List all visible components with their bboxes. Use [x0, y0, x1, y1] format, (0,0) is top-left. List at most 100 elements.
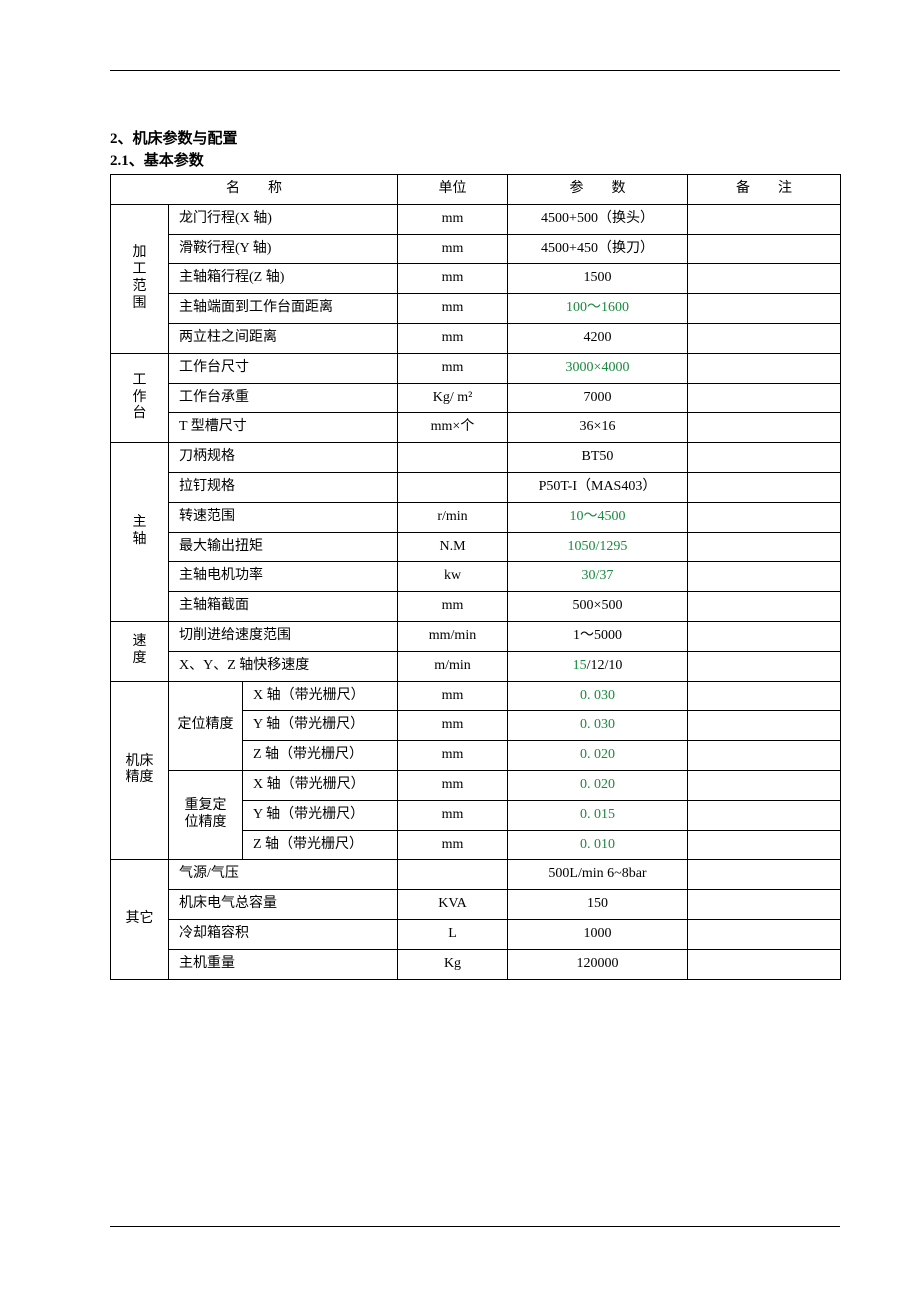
cell-unit: mm — [398, 294, 508, 324]
col-note: 备 注 — [688, 175, 841, 205]
cell-unit: mm — [398, 830, 508, 860]
cell-param: 0. 015 — [508, 800, 688, 830]
cell-name: X 轴（带光栅尺） — [243, 681, 398, 711]
cell-param: P50T-I（MAS403） — [508, 472, 688, 502]
cell-unit: mm — [398, 741, 508, 771]
cell-param: 4200 — [508, 323, 688, 353]
cell-param: 0. 030 — [508, 711, 688, 741]
cell-note — [688, 294, 841, 324]
table-header-row: 名 称 单位 参 数 备 注 — [111, 175, 841, 205]
cell-param: 36×16 — [508, 413, 688, 443]
cell-unit: mm — [398, 711, 508, 741]
cell-name: 转速范围 — [169, 502, 398, 532]
cell-param: 1000 — [508, 919, 688, 949]
sub-pos: 定位精度 — [169, 681, 243, 770]
cell-param: 120000 — [508, 949, 688, 979]
cell-name: Y 轴（带光栅尺） — [243, 711, 398, 741]
table-row: 主轴箱行程(Z 轴) mm 1500 — [111, 264, 841, 294]
col-unit: 单位 — [398, 175, 508, 205]
table-row: 机床电气总容量 KVA 150 — [111, 890, 841, 920]
cell-unit — [398, 860, 508, 890]
cell-note — [688, 502, 841, 532]
cell-unit: mm/min — [398, 621, 508, 651]
cell-name: 龙门行程(X 轴) — [169, 204, 398, 234]
cell-param: 0. 020 — [508, 741, 688, 771]
cell-unit: mm — [398, 323, 508, 353]
cell-note — [688, 383, 841, 413]
page-top-rule — [110, 70, 840, 71]
cell-name: Y 轴（带光栅尺） — [243, 800, 398, 830]
cell-name: 主轴箱截面 — [169, 592, 398, 622]
cell-unit: Kg — [398, 949, 508, 979]
cell-unit: mm — [398, 592, 508, 622]
cell-name: X 轴（带光栅尺） — [243, 770, 398, 800]
cell-param: 7000 — [508, 383, 688, 413]
cell-note — [688, 204, 841, 234]
cell-note — [688, 592, 841, 622]
cell-param: 4500+500（换头） — [508, 204, 688, 234]
group-speed: 速度 — [111, 621, 169, 681]
cell-note — [688, 890, 841, 920]
section-2-heading: 2、机床参数与配置 — [110, 128, 840, 150]
cell-name: 冷却箱容积 — [169, 919, 398, 949]
table-row: 工作台承重 Kg/ m² 7000 — [111, 383, 841, 413]
cell-param: 150 — [508, 890, 688, 920]
col-param: 参 数 — [508, 175, 688, 205]
cell-param: 500L/min 6~8bar — [508, 860, 688, 890]
cell-name: 主轴箱行程(Z 轴) — [169, 264, 398, 294]
table-row: 冷却箱容积 L 1000 — [111, 919, 841, 949]
group-table: 工作台 — [111, 353, 169, 442]
cell-name: Z 轴（带光栅尺） — [243, 830, 398, 860]
cell-note — [688, 562, 841, 592]
sub-repeat: 重复定位精度 — [169, 770, 243, 859]
cell-param: 3000×4000 — [508, 353, 688, 383]
cell-note — [688, 621, 841, 651]
cell-note — [688, 264, 841, 294]
cell-name: 两立柱之间距离 — [169, 323, 398, 353]
table-row: 主机重量 Kg 120000 — [111, 949, 841, 979]
cell-unit: Kg/ m² — [398, 383, 508, 413]
cell-unit: r/min — [398, 502, 508, 532]
table-row: 最大输出扭矩 N.M 1050/1295 — [111, 532, 841, 562]
cell-note — [688, 830, 841, 860]
group-range: 加工范围 — [111, 204, 169, 353]
cell-unit: mm — [398, 264, 508, 294]
cell-note — [688, 234, 841, 264]
cell-unit: kw — [398, 562, 508, 592]
table-row: 机床精度 定位精度 X 轴（带光栅尺） mm 0. 030 — [111, 681, 841, 711]
table-row: 转速范围 r/min 10～4500 — [111, 502, 841, 532]
cell-param: 1500 — [508, 264, 688, 294]
table-row: 两立柱之间距离 mm 4200 — [111, 323, 841, 353]
table-row: 拉钉规格 P50T-I（MAS403） — [111, 472, 841, 502]
cell-name: 主机重量 — [169, 949, 398, 979]
group-other: 其它 — [111, 860, 169, 979]
cell-param: 1050/1295 — [508, 532, 688, 562]
table-row: 主轴电机功率 kw 30/37 — [111, 562, 841, 592]
rapid-rest: /12/10 — [587, 658, 623, 673]
section-2-1-heading: 2.1、基本参数 — [110, 150, 840, 172]
cell-note — [688, 413, 841, 443]
cell-note — [688, 323, 841, 353]
cell-unit — [398, 443, 508, 473]
spec-table: 名 称 单位 参 数 备 注 加工范围 龙门行程(X 轴) mm 4500+50… — [110, 174, 841, 980]
table-row: 滑鞍行程(Y 轴) mm 4500+450（换刀） — [111, 234, 841, 264]
cell-unit: N.M — [398, 532, 508, 562]
cell-note — [688, 919, 841, 949]
table-row: 工作台 工作台尺寸 mm 3000×4000 — [111, 353, 841, 383]
document-content: 2、机床参数与配置 2.1、基本参数 名 称 单位 参 数 备 注 加工范围 龙… — [110, 128, 840, 980]
cell-name: 刀柄规格 — [169, 443, 398, 473]
cell-name: 工作台尺寸 — [169, 353, 398, 383]
cell-note — [688, 770, 841, 800]
cell-name: Z 轴（带光栅尺） — [243, 741, 398, 771]
cell-name: 主轴电机功率 — [169, 562, 398, 592]
cell-note — [688, 681, 841, 711]
cell-param: 0. 010 — [508, 830, 688, 860]
cell-unit: mm — [398, 204, 508, 234]
cell-unit: L — [398, 919, 508, 949]
cell-note — [688, 949, 841, 979]
cell-param: 15/12/10 — [508, 651, 688, 681]
cell-name: 最大输出扭矩 — [169, 532, 398, 562]
cell-note — [688, 741, 841, 771]
col-name: 名 称 — [111, 175, 398, 205]
group-spindle: 主轴 — [111, 443, 169, 622]
